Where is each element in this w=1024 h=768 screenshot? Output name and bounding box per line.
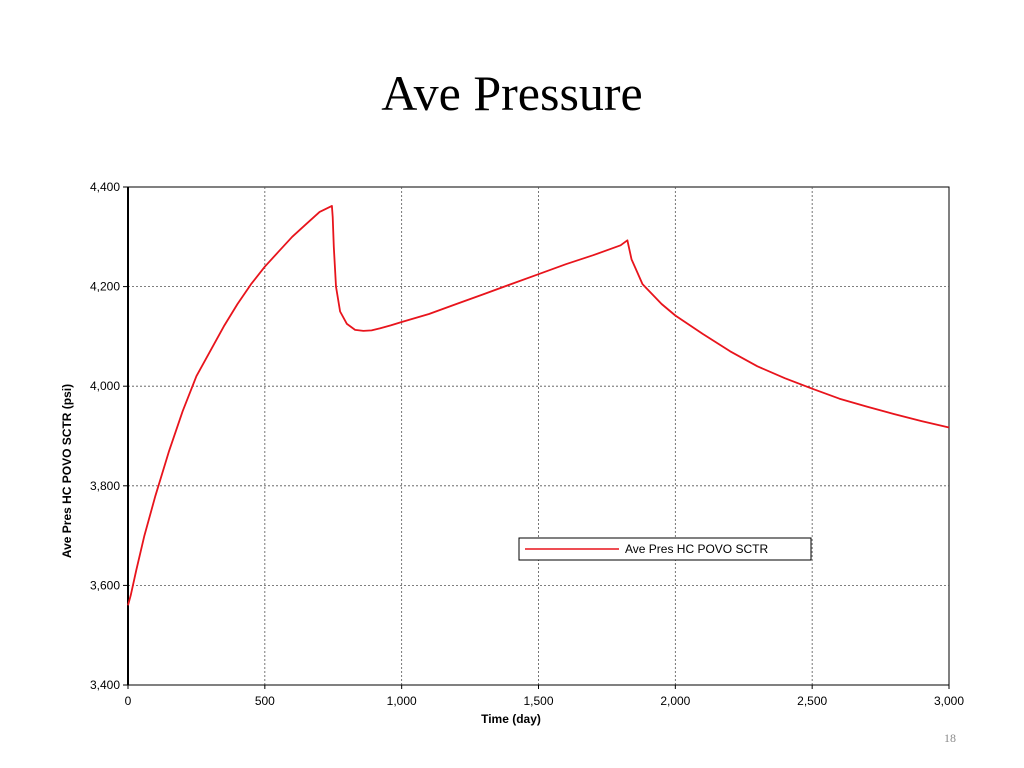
- legend: Ave Pres HC POVO SCTR: [518, 537, 812, 561]
- grid-lines: [128, 187, 949, 685]
- page-number: 18: [944, 731, 956, 745]
- x-tick-label: 1,500: [523, 694, 553, 708]
- legend-label: Ave Pres HC POVO SCTR: [625, 542, 768, 556]
- axis-ticks: 0 500 1,000 1,500 2,000 2,500 3,000 3,400 3,600 3…: [90, 180, 964, 708]
- x-tick-label: 500: [255, 694, 275, 708]
- y-tick-label: 3,400: [90, 678, 120, 692]
- legend-box: [518, 537, 812, 561]
- y-tick-label: 4,200: [90, 280, 120, 294]
- slide-title: Ave Pressure: [381, 65, 643, 121]
- y-tick-label: 4,400: [90, 180, 120, 194]
- x-tick-label: 2,000: [660, 694, 690, 708]
- y-tick-label: 3,600: [90, 578, 120, 592]
- series-layer: [127, 204, 950, 606]
- series-line: [127, 204, 950, 606]
- x-axis-label: Time (day): [481, 712, 541, 726]
- x-tick-label: 2,500: [797, 694, 827, 708]
- y-axis-label: Ave Pres HC POVO SCTR (psi): [60, 384, 74, 558]
- x-tick-label: 3,000: [934, 694, 964, 708]
- x-tick-label: 1,000: [387, 694, 417, 708]
- x-tick-label: 0: [125, 694, 132, 708]
- y-tick-label: 3,800: [90, 479, 120, 493]
- y-tick-label: 4,000: [90, 379, 120, 393]
